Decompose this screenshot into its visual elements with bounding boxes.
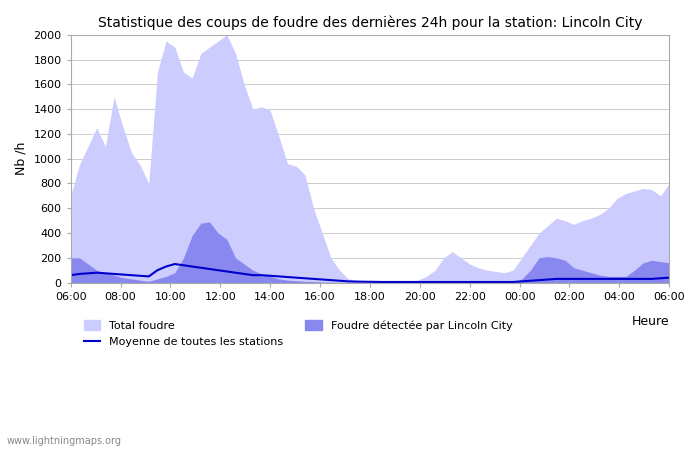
Text: www.lightningmaps.org: www.lightningmaps.org [7,436,122,446]
Legend: Total foudre, Moyenne de toutes les stations, Foudre détectée par Lincoln City: Total foudre, Moyenne de toutes les stat… [79,316,517,351]
Text: Heure: Heure [631,315,669,328]
Title: Statistique des coups de foudre des dernières 24h pour la station: Lincoln City: Statistique des coups de foudre des dern… [98,15,642,30]
Y-axis label: Nb /h: Nb /h [15,142,28,176]
